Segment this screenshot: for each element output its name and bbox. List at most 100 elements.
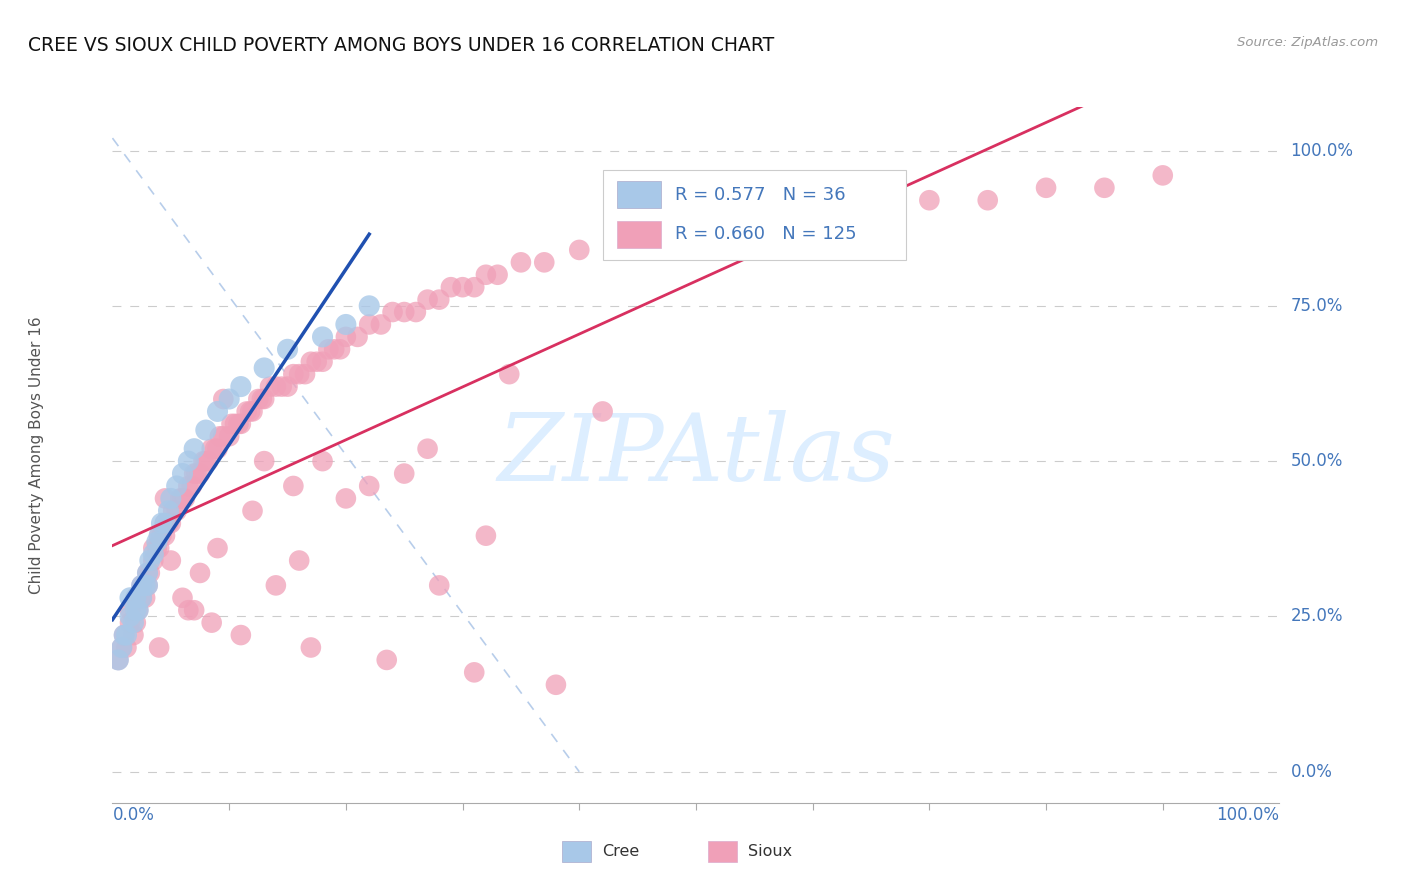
Point	[122, 628, 145, 642]
Point	[346, 330, 368, 344]
Point	[131, 578, 153, 592]
Point	[127, 603, 149, 617]
Point	[153, 516, 176, 531]
Text: CREE VS SIOUX CHILD POVERTY AMONG BOYS UNDER 16 CORRELATION CHART: CREE VS SIOUX CHILD POVERTY AMONG BOYS U…	[28, 36, 775, 54]
Point	[188, 467, 211, 481]
Point	[335, 491, 357, 506]
Point	[276, 343, 298, 357]
Point	[194, 423, 217, 437]
Point	[218, 392, 240, 406]
Point	[131, 591, 153, 605]
Point	[172, 591, 194, 605]
Point	[153, 491, 176, 506]
Point	[107, 653, 129, 667]
Point	[416, 293, 439, 307]
Point	[197, 454, 219, 468]
Point	[463, 665, 485, 680]
Point	[125, 591, 148, 605]
Point	[201, 442, 224, 456]
Point	[150, 529, 173, 543]
Text: Sioux: Sioux	[748, 844, 793, 859]
Point	[264, 578, 287, 592]
Point	[859, 205, 883, 219]
Point	[603, 243, 626, 257]
Point	[416, 442, 439, 456]
Point	[139, 553, 162, 567]
Point	[188, 566, 211, 580]
Point	[153, 529, 176, 543]
Point	[533, 255, 555, 269]
Point	[311, 355, 333, 369]
Point	[207, 442, 229, 456]
Text: 75.0%: 75.0%	[1291, 297, 1343, 315]
Point	[229, 379, 252, 393]
Point	[146, 541, 169, 555]
Point	[359, 299, 381, 313]
Point	[392, 305, 416, 319]
Point	[134, 591, 156, 605]
Point	[148, 529, 170, 543]
Point	[166, 479, 188, 493]
Point	[918, 193, 941, 207]
Point	[638, 230, 661, 244]
Point	[288, 553, 311, 567]
Point	[148, 541, 170, 555]
Point	[568, 243, 591, 257]
Point	[288, 367, 311, 381]
Point	[305, 355, 328, 369]
Point	[177, 454, 200, 468]
Point	[311, 330, 333, 344]
Point	[111, 640, 134, 655]
Text: R = 0.577   N = 36: R = 0.577 N = 36	[675, 186, 845, 203]
Point	[118, 609, 141, 624]
Point	[335, 330, 357, 344]
Point	[142, 541, 165, 555]
Text: Cree: Cree	[603, 844, 640, 859]
Point	[283, 367, 305, 381]
Point	[1152, 169, 1174, 183]
Point	[544, 678, 567, 692]
Text: 100.0%: 100.0%	[1291, 142, 1354, 160]
Text: R = 0.660   N = 125: R = 0.660 N = 125	[675, 226, 856, 244]
Point	[142, 547, 165, 561]
Point	[329, 343, 352, 357]
Point	[186, 467, 208, 481]
Point	[253, 454, 276, 468]
Point	[169, 491, 191, 506]
Point	[136, 578, 159, 592]
Point	[115, 628, 138, 642]
Point	[253, 361, 276, 376]
Point	[392, 467, 416, 481]
Point	[475, 268, 498, 282]
Point	[111, 640, 134, 655]
Point	[136, 566, 159, 580]
Point	[976, 193, 998, 207]
Bar	[617, 181, 661, 208]
Point	[173, 491, 195, 506]
Point	[685, 230, 707, 244]
Bar	[562, 841, 591, 862]
Point	[299, 355, 322, 369]
Point	[157, 504, 180, 518]
Point	[283, 479, 305, 493]
Point	[204, 442, 226, 456]
Point	[229, 628, 252, 642]
Point	[193, 454, 215, 468]
Point	[183, 603, 205, 617]
Text: Child Poverty Among Boys Under 16: Child Poverty Among Boys Under 16	[30, 316, 44, 594]
Point	[318, 343, 340, 357]
Point	[463, 280, 485, 294]
Point	[235, 404, 257, 418]
Text: 0.0%: 0.0%	[112, 806, 155, 824]
Point	[160, 491, 183, 506]
Point	[228, 417, 250, 431]
Point	[259, 379, 281, 393]
Point	[160, 516, 183, 531]
Point	[323, 343, 346, 357]
Point	[201, 615, 224, 630]
Point	[112, 628, 135, 642]
Point	[194, 454, 217, 468]
Text: Source: ZipAtlas.com: Source: ZipAtlas.com	[1237, 36, 1378, 49]
Point	[118, 591, 141, 605]
Point	[264, 379, 287, 393]
